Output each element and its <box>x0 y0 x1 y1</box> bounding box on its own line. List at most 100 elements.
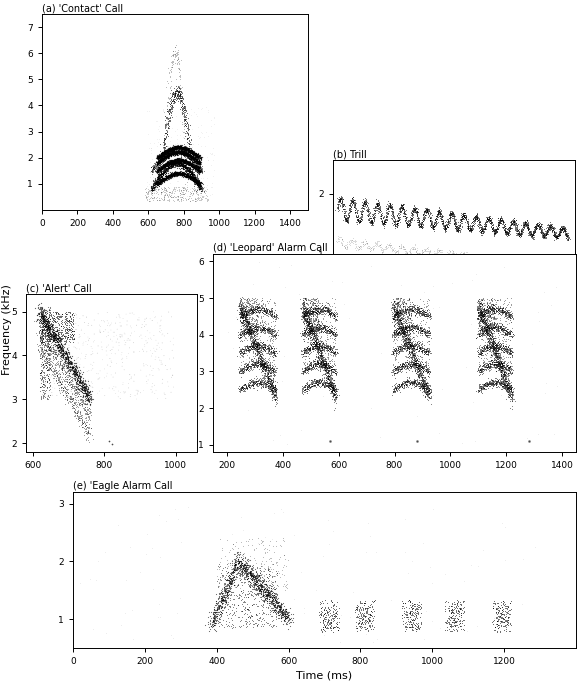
Point <box>558 263 567 274</box>
Point <box>410 380 419 391</box>
Point <box>230 576 239 587</box>
Point <box>461 213 470 224</box>
Point <box>204 619 213 630</box>
Point <box>227 566 236 577</box>
Point <box>418 361 427 372</box>
Point <box>394 215 404 226</box>
Point <box>241 311 250 322</box>
Point <box>391 319 400 330</box>
Point <box>506 223 516 234</box>
Point <box>234 368 244 379</box>
Point <box>155 152 164 163</box>
Point <box>326 327 336 338</box>
Point <box>374 203 384 214</box>
Point <box>493 375 502 386</box>
Point <box>328 381 338 392</box>
Point <box>168 145 177 156</box>
Point <box>181 161 190 172</box>
Point <box>162 145 171 156</box>
Point <box>406 303 415 314</box>
Point <box>440 220 449 230</box>
Point <box>416 222 425 233</box>
Point <box>193 148 203 159</box>
Point <box>242 559 252 570</box>
Point <box>35 310 44 321</box>
Point <box>193 157 203 168</box>
Point <box>215 564 224 575</box>
Point <box>256 585 266 596</box>
Point <box>329 327 338 338</box>
Point <box>310 355 319 366</box>
Point <box>484 365 493 376</box>
Point <box>309 330 318 341</box>
Point <box>333 202 342 213</box>
Point <box>543 224 552 235</box>
Point <box>252 320 261 331</box>
Point <box>460 207 469 218</box>
Point <box>387 304 396 315</box>
Point <box>42 342 51 353</box>
Point <box>364 204 373 215</box>
Point <box>418 371 427 382</box>
Point <box>484 324 493 335</box>
Point <box>95 373 104 384</box>
Point <box>481 317 490 328</box>
Point <box>165 146 174 157</box>
Point <box>255 346 264 357</box>
Point <box>187 150 197 161</box>
Point <box>262 304 271 315</box>
Point <box>159 165 169 176</box>
Point <box>401 350 410 361</box>
Point <box>78 422 88 433</box>
Point <box>474 303 484 314</box>
Point <box>504 344 513 355</box>
Point <box>39 314 48 324</box>
Point <box>191 172 200 182</box>
Point <box>82 398 92 409</box>
Point <box>519 218 529 229</box>
Point <box>159 186 169 197</box>
Point <box>270 350 280 361</box>
Point <box>194 176 203 187</box>
Point <box>417 325 426 336</box>
Point <box>249 329 258 340</box>
Point <box>64 324 74 335</box>
Point <box>493 345 502 356</box>
Point <box>497 361 506 372</box>
Point <box>392 324 402 335</box>
Point <box>392 218 402 229</box>
Point <box>237 304 246 315</box>
Point <box>411 357 420 368</box>
Point <box>529 228 538 239</box>
Point <box>60 347 69 358</box>
Point <box>55 341 65 352</box>
Point <box>244 326 253 337</box>
Point <box>244 325 253 336</box>
Point <box>55 328 64 339</box>
Point <box>192 176 201 187</box>
Point <box>501 619 510 630</box>
Point <box>493 619 502 630</box>
Point <box>71 368 81 379</box>
Point <box>45 324 54 335</box>
Point <box>261 307 270 318</box>
Point <box>168 147 177 158</box>
Point <box>468 223 477 234</box>
Point <box>307 305 317 316</box>
Point <box>495 348 504 359</box>
Point <box>504 225 513 236</box>
Point <box>477 306 486 317</box>
Point <box>475 307 484 318</box>
Point <box>314 360 324 371</box>
Point <box>41 311 50 322</box>
Point <box>258 581 267 592</box>
Point <box>478 303 488 314</box>
Point <box>269 377 278 388</box>
Point <box>408 314 417 325</box>
Point <box>239 573 248 584</box>
Point <box>491 379 500 390</box>
Point <box>223 619 232 630</box>
Point <box>307 301 316 312</box>
Point <box>354 617 364 628</box>
Point <box>193 176 202 187</box>
